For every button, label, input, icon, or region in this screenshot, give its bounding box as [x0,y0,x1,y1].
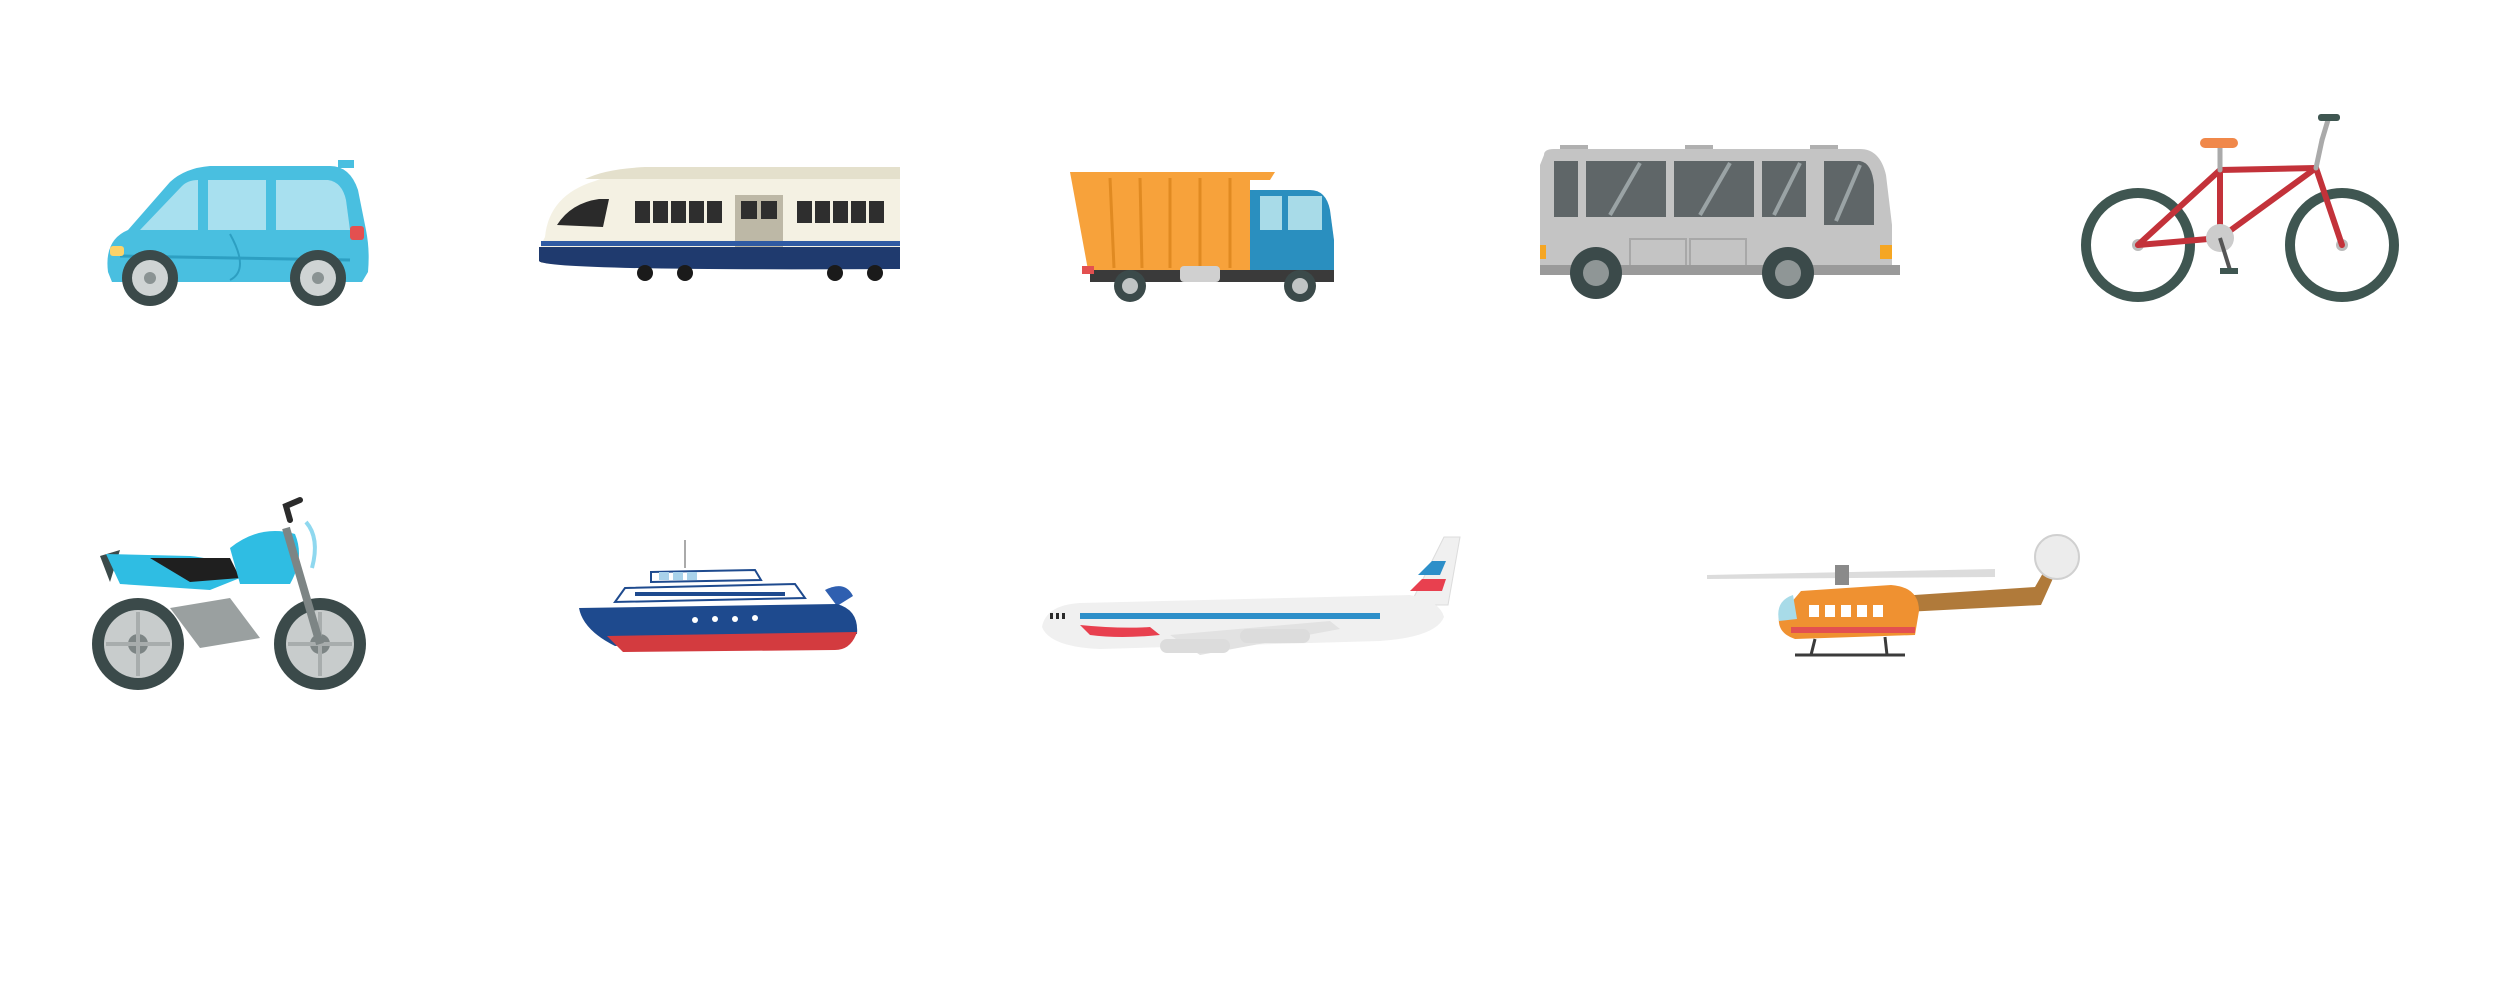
train-icon [535,165,905,285]
motorcycle-icon [90,497,370,698]
ship-icon [575,540,865,660]
bicycle-icon [2080,110,2400,305]
truck-icon [1070,170,1340,305]
airplane-icon [1040,535,1465,665]
car-icon [100,160,370,310]
helicopter-icon [1705,534,2080,665]
bus-icon [1540,145,1900,305]
